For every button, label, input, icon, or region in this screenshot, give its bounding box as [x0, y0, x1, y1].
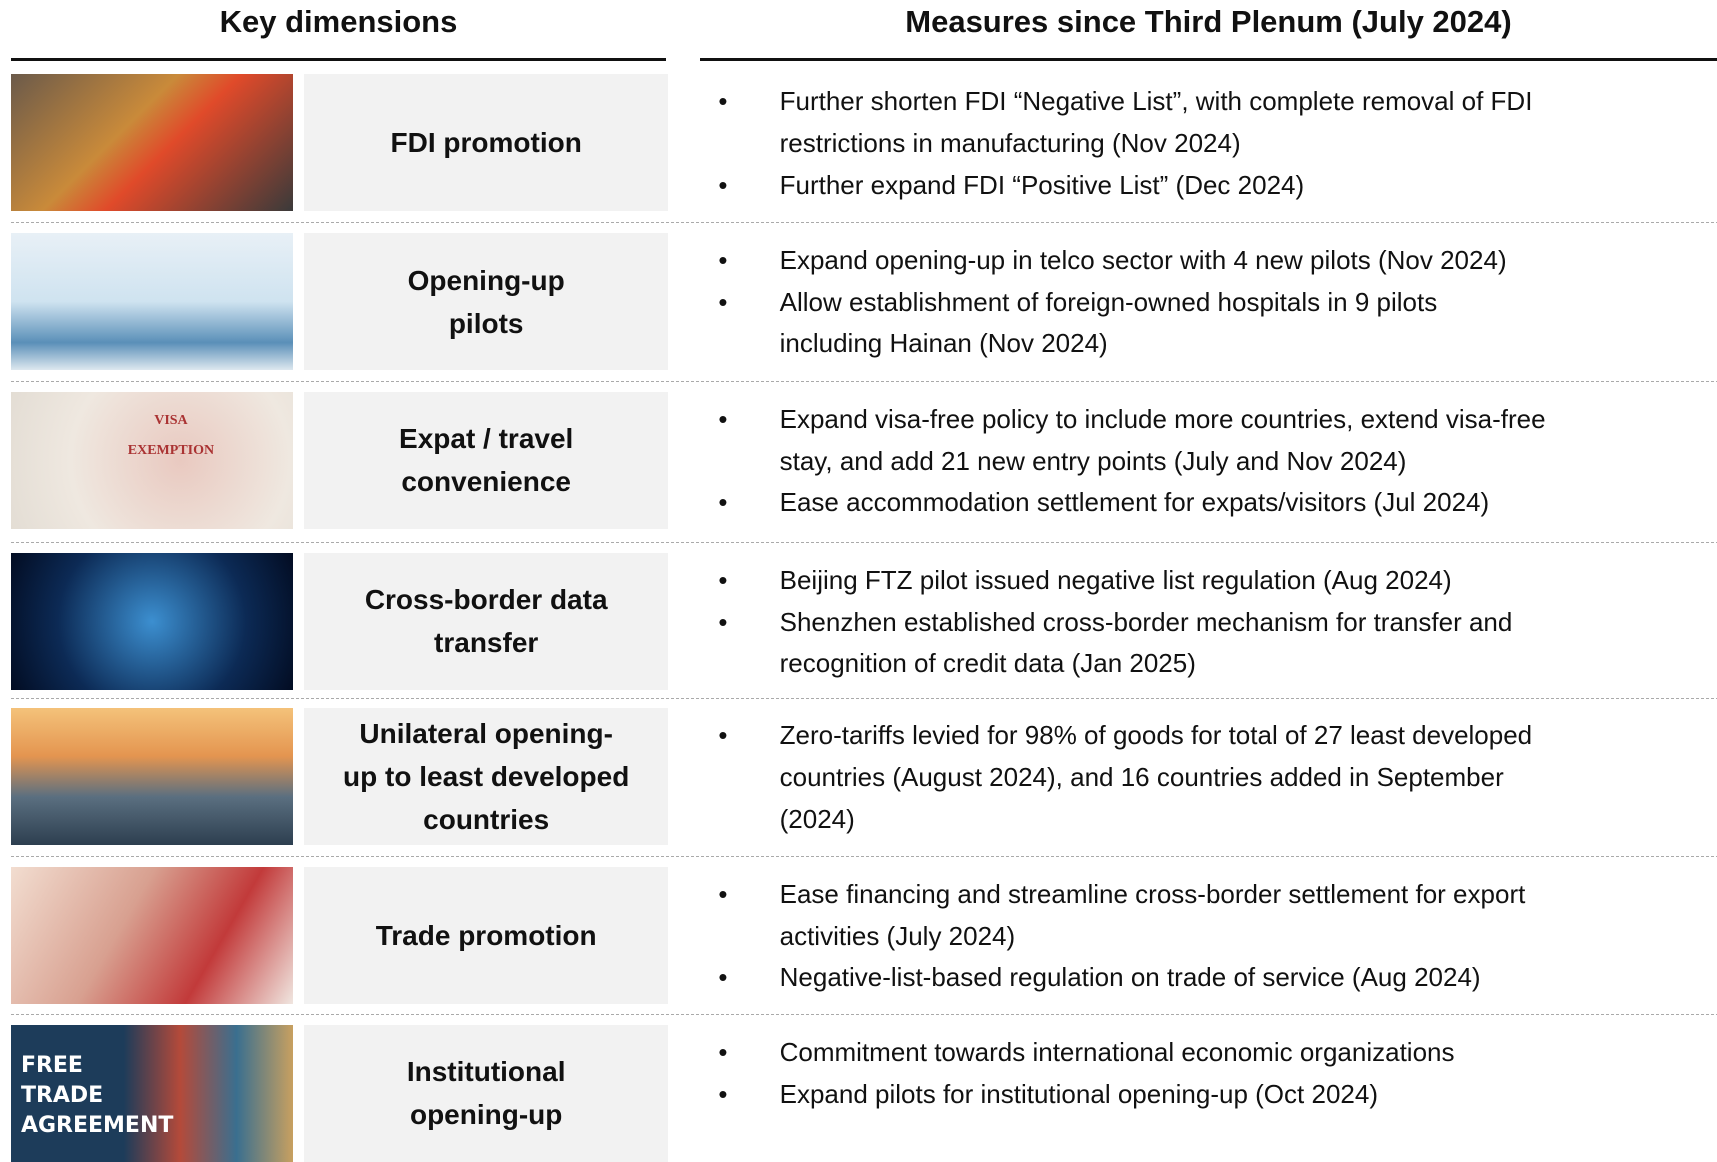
dimension-label: pilots: [448, 307, 524, 339]
bullet-dot: •: [718, 879, 728, 910]
row-image: [10, 552, 294, 690]
dimension-label: Unilateral opening-: [359, 718, 613, 750]
left-rule: [11, 58, 666, 61]
measure-text: Commitment towards international economi…: [779, 1036, 1455, 1067]
row-image: [10, 708, 294, 846]
image-caption: VISA EXEMPTION: [127, 413, 215, 458]
bullet-dot: •: [718, 404, 728, 434]
row-image: VISA EXEMPTION: [10, 392, 294, 529]
image-caption: FREE TRADE AGREEMENT: [20, 1052, 174, 1138]
left-header: Key dimensions: [219, 4, 458, 39]
row-image: [10, 74, 294, 212]
measure-text: Ease accommodation settlement for expats…: [779, 487, 1490, 518]
dimension-label: countries: [423, 804, 550, 836]
measure-text: Ease financing and streamline cross-bord…: [779, 879, 1526, 910]
dimension-label: opening-up: [409, 1099, 563, 1131]
dimension-label: Opening-up: [407, 264, 565, 296]
measure-text: Further expand FDI “Positive List” (Dec …: [779, 169, 1305, 200]
dimension-cell: Cross-border data transfer: [304, 552, 668, 690]
dimension-cell: Expat / travel convenience: [304, 392, 668, 529]
measure-text: activities (July 2024): [779, 920, 1016, 951]
measure-text: Expand opening-up in telco sector with 4…: [779, 245, 1507, 276]
measure-text: Beijing FTZ pilot issued negative list r…: [779, 564, 1452, 595]
dimension-label: up to least developed: [343, 761, 630, 793]
bullet-dot: •: [718, 564, 728, 595]
bullet-dot: •: [718, 487, 728, 518]
measure-text: Allow establishment of foreign-owned hos…: [779, 286, 1438, 317]
dimension-label: Cross-border data: [364, 584, 608, 616]
measure-text: Shenzhen established cross-border mechan…: [779, 606, 1513, 637]
bullet-dot: •: [718, 606, 728, 637]
row-separator: [10, 697, 1717, 699]
right-header: Measures since Third Plenum (July 2024): [905, 4, 1512, 39]
measure-text: countries (August 2024), and 16 countrie…: [779, 762, 1504, 793]
dimension-cell: Unilateral opening-up to least developed…: [304, 708, 668, 846]
bullet-dot: •: [718, 1078, 728, 1109]
dimension-label: FDI promotion: [390, 127, 582, 159]
measure-text: (2024): [779, 803, 855, 834]
measure-text: including Hainan (Nov 2024): [779, 328, 1108, 359]
bullet-dot: •: [718, 1036, 728, 1067]
right-rule: [700, 58, 1717, 61]
dimension-cell: Trade promotion: [304, 867, 668, 1005]
row-separator: [10, 542, 1717, 544]
bullet-dot: •: [718, 169, 728, 200]
row-separator: [10, 381, 1717, 383]
dimension-cell: Institutional opening-up: [304, 1024, 668, 1162]
measure-text: Further shorten FDI “Negative List”, wit…: [779, 86, 1533, 117]
row-separator: [10, 856, 1717, 858]
dimension-label: transfer: [434, 627, 539, 659]
measure-text: stay, and add 21 new entry points (July …: [779, 445, 1407, 476]
dimension-cell: FDI promotion: [304, 74, 668, 212]
row-image: [10, 867, 294, 1005]
bullet-dot: •: [718, 245, 728, 276]
measure-text: Negative-list-based regulation on trade …: [779, 962, 1481, 993]
dimension-label: Expat / travel: [399, 423, 574, 455]
dimension-cell: Opening-up pilots: [304, 233, 668, 371]
bullet-dot: •: [718, 86, 728, 117]
bullet-dot: •: [718, 720, 728, 751]
dimension-label: Institutional: [406, 1056, 566, 1088]
dimension-label: convenience: [401, 466, 571, 498]
measure-text: Expand pilots for institutional opening-…: [779, 1078, 1378, 1109]
row-separator: [10, 222, 1717, 224]
measure-text: restrictions in manufacturing (Nov 2024): [779, 128, 1241, 159]
row-separator: [10, 1013, 1717, 1015]
bullet-dot: •: [718, 962, 728, 993]
dimension-label: Trade promotion: [375, 920, 597, 952]
row-image: FREE TRADE AGREEMENT: [10, 1024, 294, 1162]
measure-text: Zero-tariffs levied for 98% of goods for…: [779, 720, 1533, 751]
measure-text: Expand visa-free policy to include more …: [779, 404, 1546, 434]
measure-text: recognition of credit data (Jan 2025): [779, 648, 1196, 679]
row-image: [10, 233, 294, 371]
bullet-dot: •: [718, 286, 728, 317]
